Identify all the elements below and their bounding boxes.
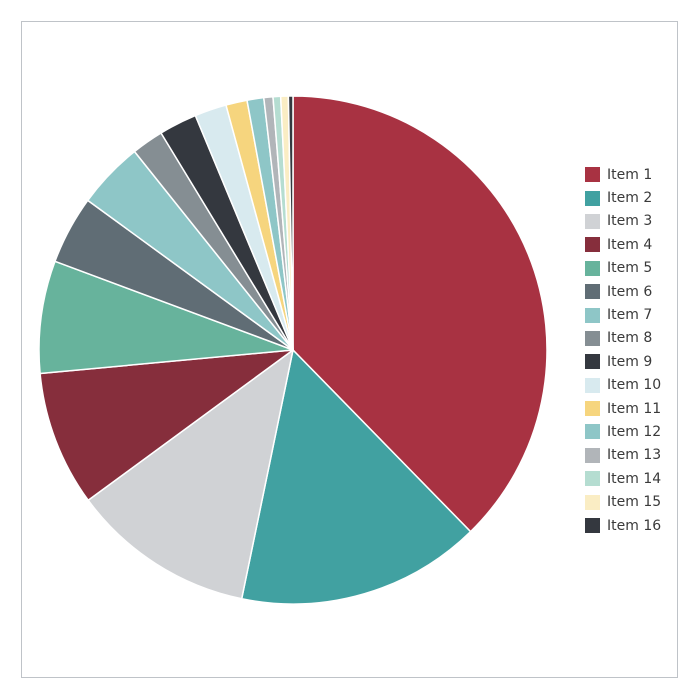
legend-entry-item-5: Item 5 [585,257,661,280]
pie-slice-item-3 [87,349,294,600]
legend-entry-item-8: Item 8 [585,327,661,350]
legend-label: Item 13 [607,447,662,464]
legend-label: Item 5 [607,260,653,277]
legend-entry-item-1: Item 1 [585,163,661,186]
legend-swatch [585,167,600,183]
legend-label: Item 10 [607,377,662,394]
legend-swatch [585,518,600,534]
legend-entry-item-11: Item 11 [585,397,661,420]
legend-label: Item 2 [607,190,653,207]
legend-label: Item 7 [607,307,653,324]
legend-swatch [585,190,600,206]
legend-swatch [585,377,600,393]
legend-entry-item-9: Item 9 [585,350,661,373]
legend-label: Item 8 [607,330,653,347]
legend-label: Item 1 [607,166,653,183]
legend-label: Item 9 [607,353,653,370]
legend-entry-item-16: Item 16 [585,514,661,537]
legend-swatch [585,330,600,346]
legend-entry-item-7: Item 7 [585,303,661,326]
legend-label: Item 16 [607,517,662,534]
legend-label: Item 11 [607,400,662,417]
legend-swatch [585,307,600,323]
legend-swatch [585,237,600,253]
legend-entry-item-6: Item 6 [585,280,661,303]
legend-label: Item 15 [607,494,662,511]
legend-swatch [585,284,600,300]
legend-entry-item-14: Item 14 [585,467,661,490]
legend-swatch [585,447,600,463]
legend-swatch [585,471,600,487]
legend-label: Item 12 [607,423,662,440]
legend-label: Item 4 [607,236,653,253]
pie-slice-item-16 [287,95,294,351]
legend-entry-item-4: Item 4 [585,233,661,256]
legend-swatch [585,401,600,417]
pie-slice-item-4 [39,349,294,501]
legend-label: Item 3 [607,213,653,230]
pie-slice-item-1 [292,95,548,533]
legend-label: Item 6 [607,283,653,300]
legend-swatch [585,354,600,370]
legend-swatch [585,424,600,440]
legend-swatch [585,260,600,276]
pie-slices [38,95,548,605]
legend-swatch [585,494,600,510]
legend-entry-item-15: Item 15 [585,490,661,513]
legend-swatch [585,213,600,229]
legend-entry-item-2: Item 2 [585,186,661,209]
pie-slice-item-2 [240,349,472,605]
legend: Item 1 Item 2 Item 3 Item 4 Item 5 Item 6 Item… [585,163,661,537]
legend-entry-item-12: Item 12 [585,420,661,443]
legend-label: Item 14 [607,470,662,487]
legend-entry-item-3: Item 3 [585,210,661,233]
legend-entry-item-10: Item 10 [585,374,661,397]
legend-entry-item-13: Item 13 [585,444,661,467]
pie-slice-item-5 [38,260,294,375]
